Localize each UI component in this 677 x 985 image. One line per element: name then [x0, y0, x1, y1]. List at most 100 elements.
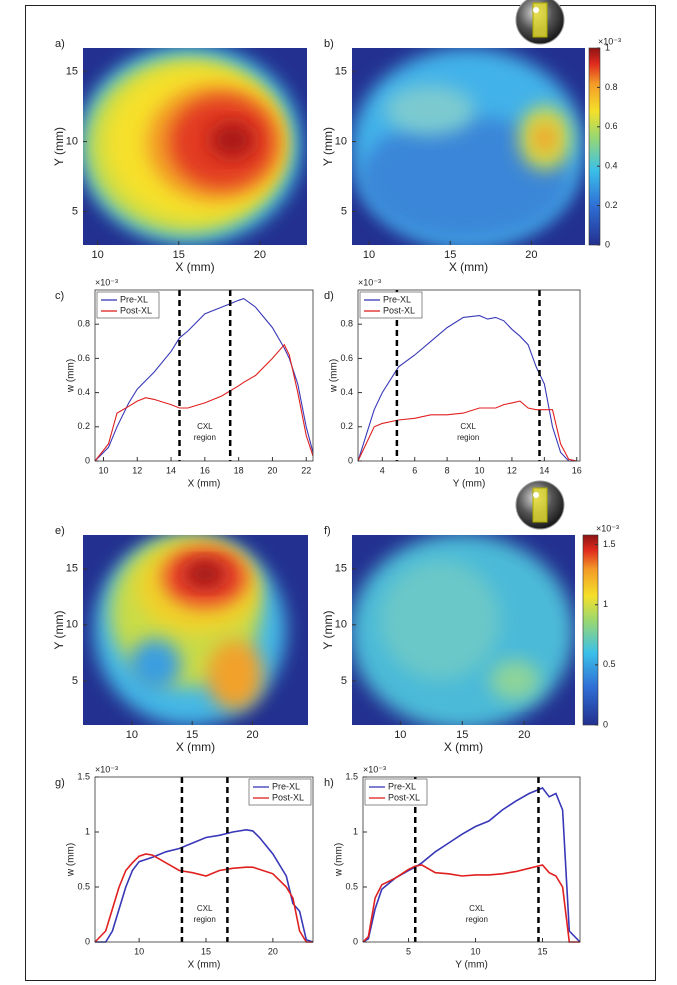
heat-blob: [385, 85, 475, 135]
axes-box: [94, 776, 314, 943]
x-tick-label: 15: [201, 946, 211, 956]
x-tick-label: 15: [173, 249, 185, 261]
colorbar-exponent: ×10⁻³: [598, 36, 621, 46]
y-tick-label: 15: [335, 66, 347, 78]
y-tick-label: 0.2: [340, 421, 353, 431]
x-tick-label: 15: [444, 249, 456, 261]
panel-label: c): [55, 290, 64, 302]
x-axis-label: X (mm): [176, 740, 215, 754]
x-tick-label: 6: [412, 465, 417, 475]
y-tick-label: 5: [72, 675, 78, 687]
axes-box: [94, 289, 314, 462]
annotation: region: [194, 915, 216, 924]
x-tick-label: 16: [200, 465, 210, 475]
x-tick-label: 8: [445, 465, 450, 475]
heatmap-image: [352, 48, 585, 245]
annotation: region: [457, 433, 479, 442]
heat-blob: [210, 122, 254, 158]
x-axis-label: X (mm): [449, 260, 488, 274]
colorbar: [588, 47, 601, 246]
annotation: region: [194, 433, 216, 442]
x-axis-label: X (mm): [188, 960, 221, 971]
y-exponent: ×10⁻³: [363, 764, 386, 774]
colorbar-tick-label: 1.5: [603, 539, 616, 549]
legend-box: [364, 778, 428, 806]
legend-label: Pre-XL: [383, 294, 411, 304]
x-tick-label: 10: [475, 465, 485, 475]
heatmap-image: [94, 535, 286, 725]
legend-label: Pre-XL: [120, 294, 148, 304]
legend-box: [248, 778, 312, 806]
y-axis-label: w (mm): [66, 843, 77, 877]
y-exponent: ×10⁻³: [358, 277, 381, 287]
panel-label: g): [55, 777, 65, 789]
y-tick-label: 1.5: [345, 771, 358, 781]
x-tick-label: 18: [234, 465, 244, 475]
line-series: [94, 853, 313, 943]
axes-box: [357, 289, 581, 462]
heat-blob: [185, 560, 225, 588]
y-tick-label: 0: [353, 936, 358, 946]
panel-label: b): [324, 38, 334, 50]
y-axis-label: Y (mm): [321, 610, 335, 649]
y-tick-label: 0: [348, 455, 353, 465]
x-tick-label: 15: [537, 946, 547, 956]
panel-label: a): [55, 38, 65, 50]
heat-blob: [490, 660, 540, 700]
line-series: [94, 297, 314, 462]
legend-label: Post-XL: [120, 305, 152, 315]
panel-label: h): [324, 777, 334, 789]
y-axis-label: w (mm): [66, 359, 77, 393]
legend-label: Post-XL: [388, 792, 420, 802]
heat-blob: [380, 560, 500, 680]
y-tick-label: 0.2: [77, 421, 90, 431]
y-tick-label: 0.8: [77, 319, 90, 329]
x-tick-label: 20: [267, 465, 277, 475]
heat-blob: [533, 123, 557, 153]
heat-blob: [360, 116, 570, 240]
x-tick-label: 20: [518, 729, 530, 741]
y-tick-label: 0: [85, 936, 90, 946]
y-exponent: ×10⁻³: [95, 277, 118, 287]
y-tick-label: 5: [341, 205, 347, 217]
eye-icon: [515, 480, 565, 530]
x-tick-label: 10: [98, 465, 108, 475]
x-tick-label: 4: [380, 465, 385, 475]
line-series: [357, 400, 577, 462]
legend-label: Pre-XL: [272, 781, 300, 791]
y-axis-label: w (mm): [329, 359, 340, 393]
panel-label: e): [55, 525, 65, 537]
x-axis-label: X (mm): [444, 740, 483, 754]
annotation: CXL: [469, 904, 485, 913]
legend-box: [96, 291, 160, 319]
axes-box: [362, 776, 581, 943]
y-axis-label: Y (mm): [52, 610, 66, 649]
x-tick-label: 10: [134, 946, 144, 956]
x-tick-label: 10: [363, 249, 375, 261]
y-tick-label: 5: [72, 205, 78, 217]
y-tick-label: 0: [85, 455, 90, 465]
x-tick-label: 16: [572, 465, 582, 475]
x-axis-label: X (mm): [175, 260, 214, 274]
y-tick-label: 0.6: [340, 353, 353, 363]
x-axis-label: Y (mm): [453, 479, 486, 490]
line-series: [362, 787, 581, 943]
colorbar-tick-label: 1: [605, 42, 610, 52]
annotation: CXL: [197, 422, 213, 431]
x-tick-label: 10: [394, 729, 406, 741]
colorbar-tick-label: 0.2: [605, 200, 618, 210]
x-tick-label: 20: [254, 249, 266, 261]
legend-label: Pre-XL: [388, 781, 416, 791]
y-tick-label: 1: [85, 826, 90, 836]
y-tick-label: 10: [335, 619, 347, 631]
heatmap-image: [83, 48, 302, 245]
y-exponent: ×10⁻³: [95, 764, 118, 774]
y-tick-label: 10: [66, 136, 78, 148]
colorbar-tick-label: 1: [603, 599, 608, 609]
panel-label: f): [324, 525, 331, 537]
x-tick-label: 14: [166, 465, 176, 475]
x-tick-label: 22: [301, 465, 311, 475]
x-tick-label: 15: [456, 729, 468, 741]
